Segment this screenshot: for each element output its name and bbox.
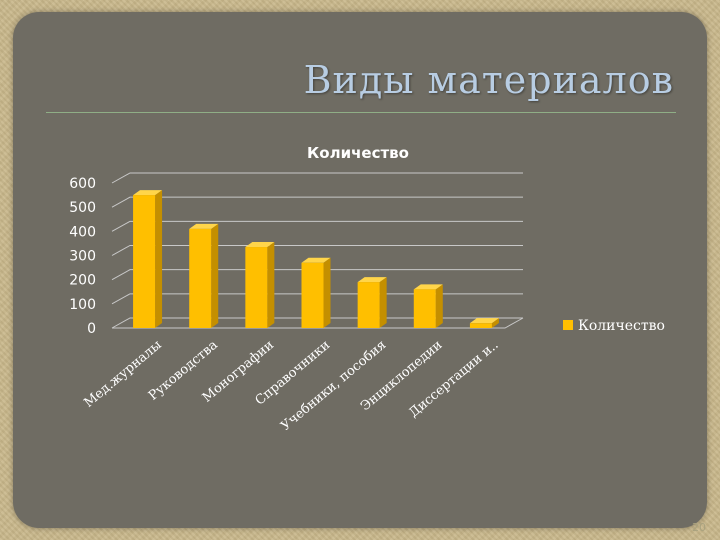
y-tick-label: 100 bbox=[69, 297, 96, 313]
bar-front bbox=[357, 282, 380, 328]
bar-side bbox=[155, 190, 163, 328]
x-category-label: Учебники, пособия bbox=[278, 338, 389, 434]
bar-side bbox=[435, 284, 443, 328]
page-number: 20 bbox=[692, 521, 706, 534]
bar bbox=[245, 242, 275, 328]
bar-front bbox=[245, 247, 268, 328]
bar bbox=[133, 190, 163, 328]
bar-top bbox=[413, 284, 443, 290]
bar-side bbox=[491, 318, 499, 328]
gridline bbox=[111, 196, 523, 208]
floor-edge bbox=[112, 317, 524, 329]
gridline bbox=[111, 220, 523, 232]
bar-top bbox=[189, 223, 219, 229]
bar bbox=[469, 318, 499, 328]
y-tick-label: 0 bbox=[87, 321, 96, 337]
bar-side bbox=[267, 242, 275, 328]
bar-side bbox=[323, 257, 331, 328]
bar-top bbox=[469, 318, 499, 324]
bar-top bbox=[357, 277, 387, 283]
gridline bbox=[111, 172, 523, 184]
chart-title: Количество bbox=[307, 144, 409, 162]
bar bbox=[301, 257, 331, 328]
title-divider bbox=[46, 112, 676, 113]
slide-title: Виды материалов bbox=[303, 58, 674, 102]
bar bbox=[357, 277, 387, 328]
y-tick-label: 300 bbox=[69, 249, 96, 265]
chart-gridlines bbox=[111, 172, 524, 329]
bar-front bbox=[301, 262, 324, 328]
gridline bbox=[111, 293, 523, 305]
bar bbox=[413, 284, 443, 328]
x-axis-categories: Мед.журналыРуководстваМонографииСправочн… bbox=[81, 337, 501, 434]
gridline bbox=[111, 269, 523, 281]
chart-legend: Количество bbox=[563, 318, 665, 334]
bar-top bbox=[301, 257, 331, 263]
bar-front bbox=[133, 195, 156, 328]
gridline bbox=[111, 245, 523, 256]
bar-front bbox=[189, 228, 212, 328]
legend-label: Количество bbox=[578, 318, 665, 334]
y-tick-label: 200 bbox=[69, 273, 96, 289]
gridline bbox=[111, 317, 523, 329]
y-tick-label: 600 bbox=[69, 176, 96, 192]
y-axis-ticks: 0 100 200 300 400 500 600 bbox=[69, 176, 96, 337]
chart-bars bbox=[133, 190, 499, 328]
legend-swatch bbox=[563, 320, 573, 330]
bar-side bbox=[211, 223, 219, 328]
bar-front bbox=[469, 323, 492, 328]
bar-side bbox=[379, 277, 387, 328]
bar-top bbox=[133, 190, 163, 196]
bar-front bbox=[413, 289, 436, 328]
y-tick-label: 500 bbox=[69, 200, 96, 216]
y-tick-label: 400 bbox=[69, 224, 96, 240]
bar bbox=[189, 223, 219, 328]
bar-top bbox=[245, 242, 275, 248]
